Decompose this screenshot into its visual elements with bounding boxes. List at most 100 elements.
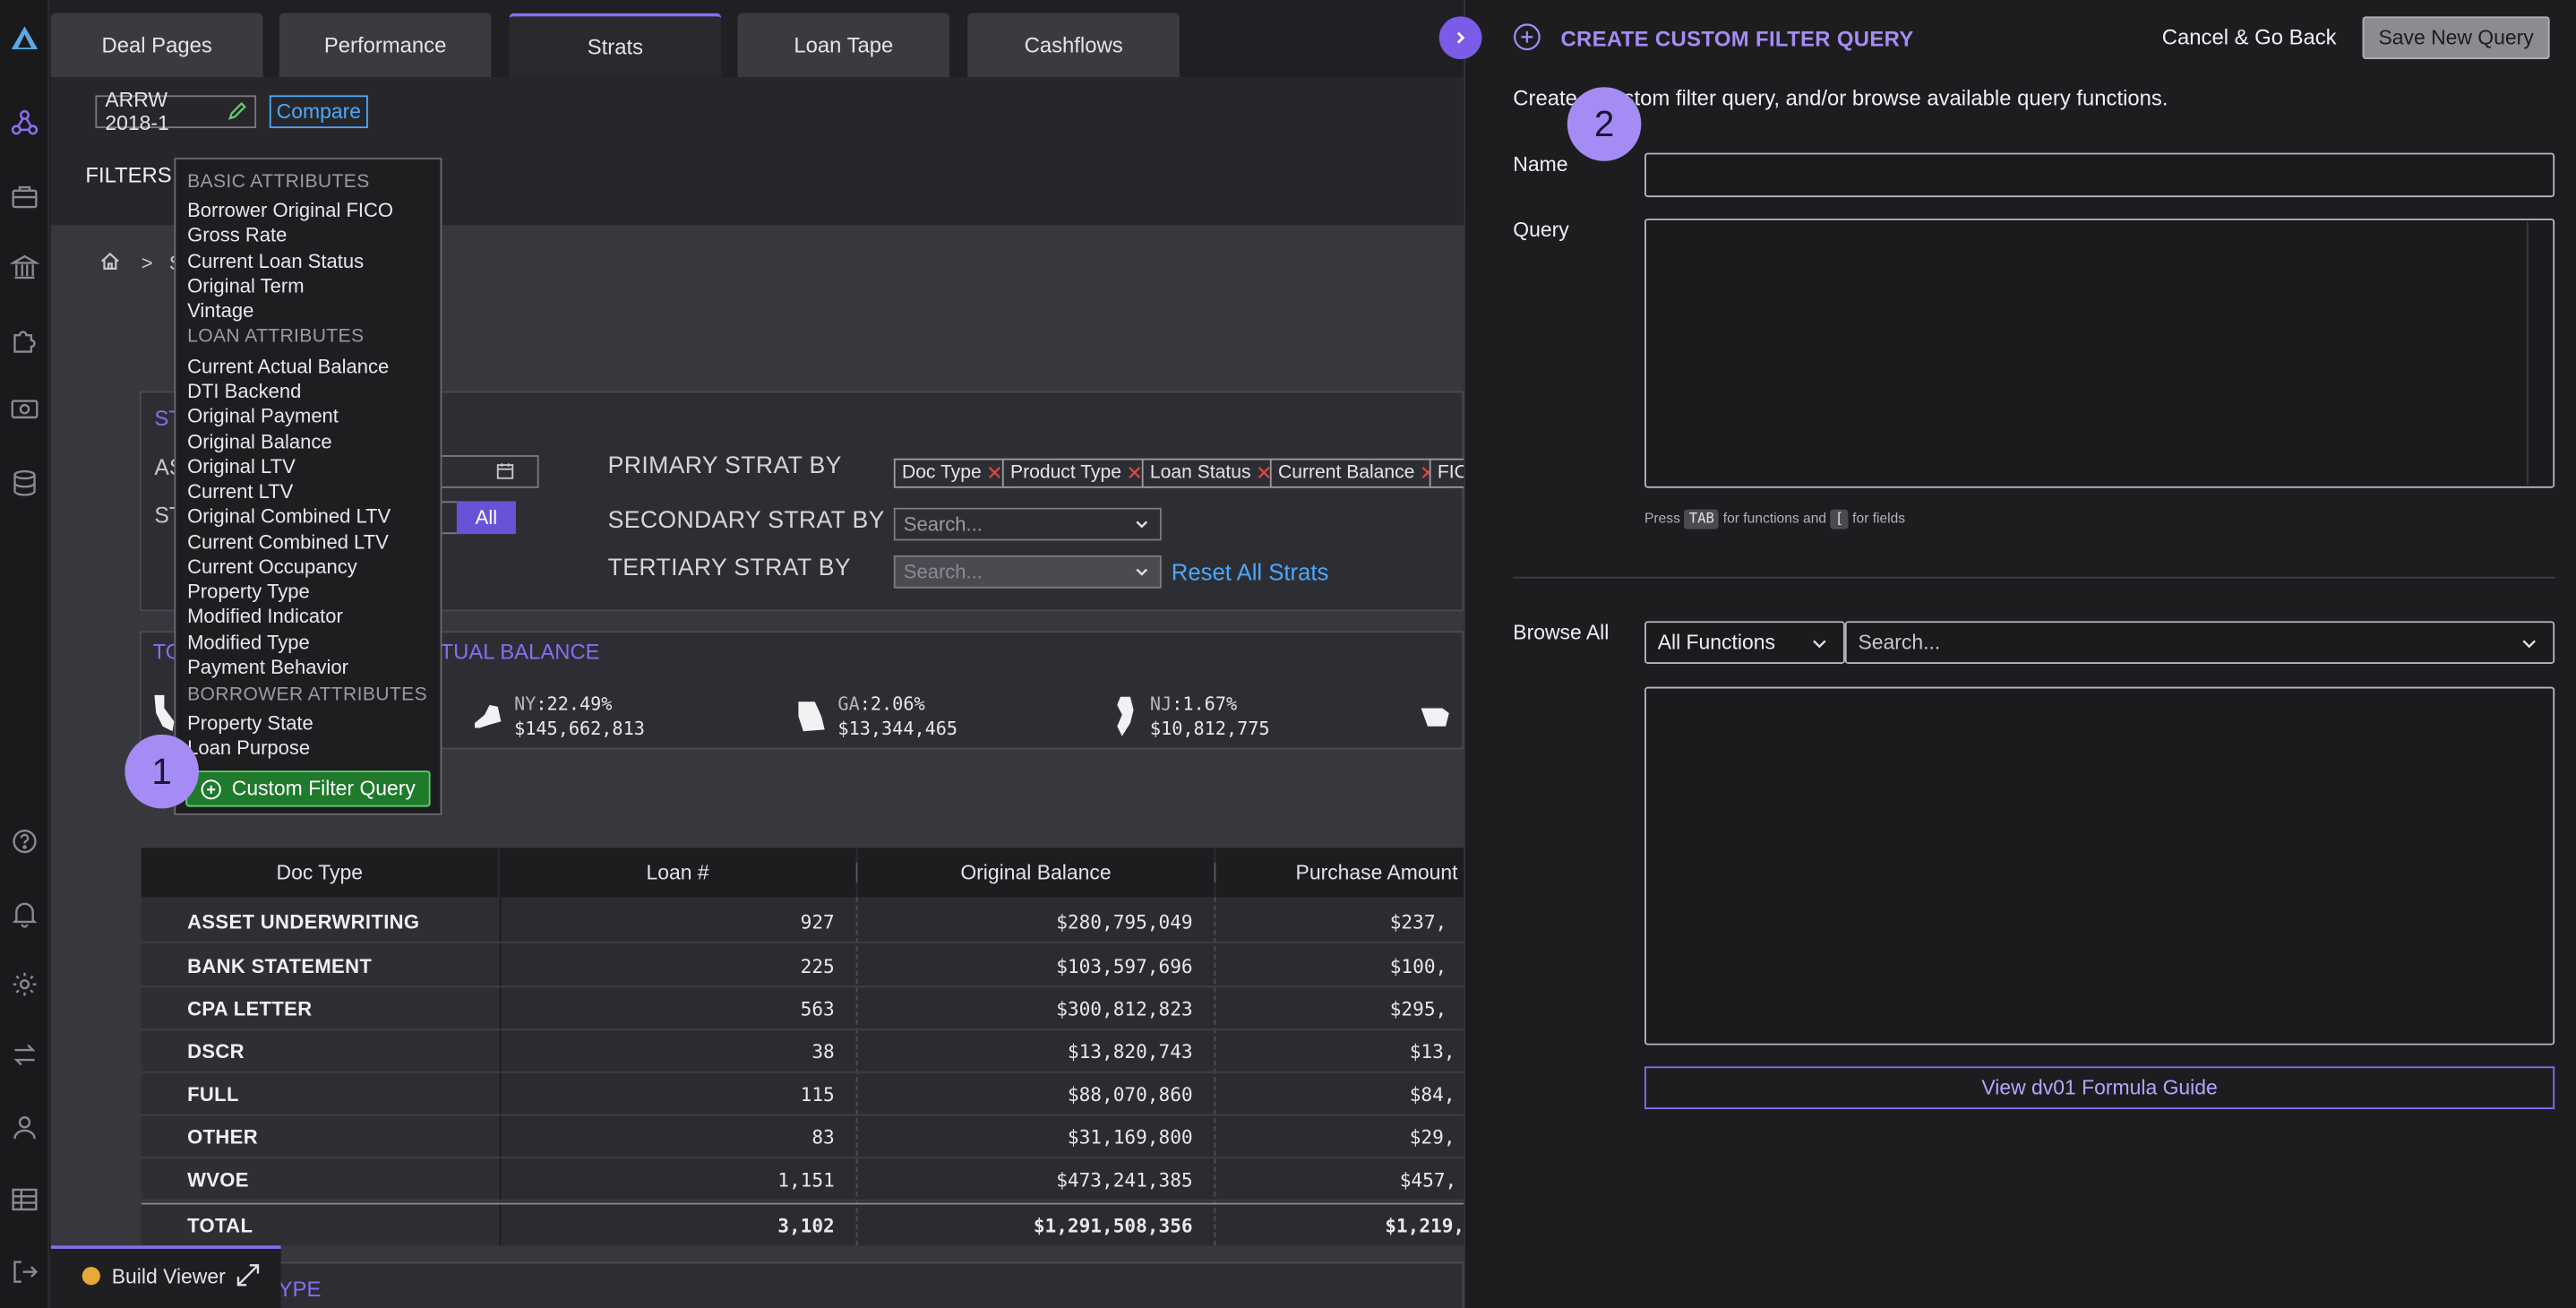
- dropdown-item[interactable]: Original Combined LTV: [187, 504, 391, 528]
- tab-deal-pages[interactable]: Deal Pages: [50, 13, 263, 78]
- table-icon[interactable]: [10, 1184, 39, 1214]
- puzzle-icon[interactable]: [10, 325, 39, 355]
- dropdown-item[interactable]: DTI Backend: [187, 379, 302, 403]
- dropdown-item[interactable]: Property State: [187, 711, 313, 735]
- cash-icon[interactable]: [10, 394, 39, 424]
- table-row[interactable]: OTHER 83 $31,169,800 $29,: [141, 1115, 1464, 1159]
- reset-all-strats-link[interactable]: Reset All Strats: [1171, 558, 1329, 585]
- secondary-strat-select[interactable]: Search...: [893, 507, 1162, 541]
- function-list-area[interactable]: [1644, 686, 2555, 1046]
- column-header-original-balance[interactable]: Original Balance: [857, 848, 1215, 898]
- dropdown-item[interactable]: Gross Rate: [187, 223, 288, 247]
- dropdown-item[interactable]: Loan Purpose: [187, 736, 311, 760]
- table-row[interactable]: ASSET UNDERWRITING 927 $280,795,049 $237…: [141, 900, 1464, 943]
- user-support-icon[interactable]: [10, 1113, 39, 1142]
- dropdown-item[interactable]: Original LTV: [187, 455, 296, 478]
- briefcase-icon[interactable]: [10, 183, 39, 212]
- tag-loan-status[interactable]: Loan Status ✕: [1141, 458, 1281, 488]
- table-row[interactable]: FULL 115 $88,070,860 $84,: [141, 1073, 1464, 1116]
- home-icon[interactable]: [99, 250, 122, 273]
- plus-circle-icon: [1513, 23, 1541, 51]
- tab-strats[interactable]: Strats: [509, 13, 722, 78]
- help-icon[interactable]: [10, 827, 39, 856]
- logout-icon[interactable]: [10, 1257, 39, 1286]
- dropdown-item[interactable]: Current Actual Balance: [187, 355, 390, 378]
- georgia-shape-icon: [795, 700, 829, 733]
- column-separator: [1214, 897, 1216, 1246]
- transfer-icon[interactable]: [10, 1040, 39, 1070]
- dropdown-item[interactable]: Current Occupancy: [187, 555, 357, 579]
- remove-tag-icon[interactable]: ✕: [986, 461, 1003, 486]
- dropdown-item[interactable]: Original Term: [187, 274, 305, 297]
- tab-key-badge: TAB: [1684, 509, 1720, 529]
- dropdown-item[interactable]: Borrower Original FICO: [187, 198, 394, 222]
- tag-fico[interactable]: FIC: [1429, 458, 1464, 488]
- tab-cashflows[interactable]: Cashflows: [967, 13, 1180, 78]
- tertiary-strat-select[interactable]: Search...: [893, 555, 1162, 589]
- calendar-icon: [496, 461, 514, 479]
- save-new-query-button[interactable]: Save New Query: [2362, 16, 2550, 60]
- column-separator: [499, 897, 502, 1246]
- remove-tag-icon[interactable]: ✕: [1126, 461, 1143, 486]
- table-total-row[interactable]: TOTAL 3,102 $1,291,508,356 $1,219,: [141, 1202, 1464, 1246]
- table-row[interactable]: BANK STATEMENT 225 $103,597,696 $100,: [141, 945, 1464, 988]
- deals-network-icon[interactable]: [10, 108, 39, 138]
- name-input[interactable]: [1644, 152, 2555, 198]
- bank-icon[interactable]: [10, 253, 40, 282]
- remove-tag-icon[interactable]: ✕: [1256, 461, 1273, 486]
- editor-scrollbar[interactable]: [2526, 221, 2529, 486]
- tab-bar: Deal Pages Performance Strats Loan Tape …: [50, 0, 1464, 78]
- table-row[interactable]: DSCR 38 $13,820,743 $13,: [141, 1030, 1464, 1073]
- all-toggle-button[interactable]: All: [456, 501, 516, 535]
- dropdown-item[interactable]: Vintage: [187, 298, 254, 323]
- date-field[interactable]: [440, 455, 539, 488]
- column-header-loan-count[interactable]: Loan #: [499, 848, 856, 898]
- custom-filter-query-button[interactable]: Custom Filter Query: [185, 770, 431, 807]
- expand-icon[interactable]: [235, 1262, 261, 1288]
- tag-product-type[interactable]: Product Type ✕: [1001, 458, 1152, 488]
- compare-button[interactable]: Compare: [269, 95, 368, 129]
- gear-icon[interactable]: [10, 969, 39, 999]
- dropdown-item[interactable]: Modified Indicator: [187, 604, 343, 628]
- build-viewer-bar[interactable]: Build Viewer: [50, 1245, 281, 1308]
- tab-loan-tape[interactable]: Loan Tape: [737, 13, 950, 78]
- dropdown-item[interactable]: Property Type: [187, 580, 310, 604]
- functions-select[interactable]: All Functions: [1644, 621, 1845, 665]
- column-header-doc-type[interactable]: Doc Type: [141, 848, 498, 898]
- dropdown-item[interactable]: Original Payment: [187, 404, 339, 427]
- dropdown-item[interactable]: Current Combined LTV: [187, 530, 389, 555]
- deal-row: [50, 77, 1464, 143]
- bell-icon[interactable]: [10, 899, 39, 928]
- pencil-icon[interactable]: [227, 101, 246, 122]
- deal-selector[interactable]: ARRW 2018-1: [95, 89, 257, 134]
- toggle-left[interactable]: [440, 501, 457, 535]
- tag-doc-type[interactable]: Doc Type ✕: [893, 458, 1011, 488]
- tab-performance[interactable]: Performance: [279, 13, 492, 78]
- dropdown-item[interactable]: Payment Behavior: [187, 655, 348, 679]
- chevron-down-icon: [2520, 634, 2538, 652]
- column-divider[interactable]: [1214, 862, 1216, 882]
- database-icon[interactable]: [10, 469, 39, 498]
- cancel-go-back-button[interactable]: Cancel & Go Back: [2161, 24, 2337, 50]
- collapse-panel-button[interactable]: [1438, 16, 1482, 60]
- dropdown-item[interactable]: Modified Type: [187, 631, 310, 655]
- table-row[interactable]: WVOE 1,151 $473,241,385 $457,: [141, 1158, 1464, 1201]
- query-editor[interactable]: [1644, 218, 2555, 488]
- column-divider[interactable]: [855, 862, 858, 882]
- tag-current-balance[interactable]: Current Balance ✕: [1269, 458, 1445, 488]
- dropdown-item[interactable]: Current LTV: [187, 479, 294, 503]
- new-jersey-shape-icon: [1114, 695, 1138, 738]
- dropdown-section-heading: BASIC ATTRIBUTES: [187, 172, 370, 193]
- dropdown-item[interactable]: Current Loan Status: [187, 249, 365, 273]
- state-shape-icon: [1420, 705, 1453, 728]
- table-row[interactable]: CPA LETTER 563 $300,812,823 $295,: [141, 987, 1464, 1031]
- query-label: Query: [1513, 218, 1569, 242]
- filter-attribute-dropdown: BASIC ATTRIBUTES Borrower Original FICO …: [174, 158, 442, 815]
- bracket-key-badge: [: [1830, 509, 1849, 529]
- next-section-panel: [141, 1261, 1464, 1308]
- logo-icon[interactable]: [10, 23, 39, 53]
- function-search-select[interactable]: Search...: [1844, 621, 2555, 665]
- formula-guide-button[interactable]: View dv01 Formula Guide: [1644, 1066, 2555, 1110]
- dropdown-item[interactable]: Original Balance: [187, 430, 332, 454]
- primary-strat-label: PRIMARY STRAT BY: [607, 453, 842, 480]
